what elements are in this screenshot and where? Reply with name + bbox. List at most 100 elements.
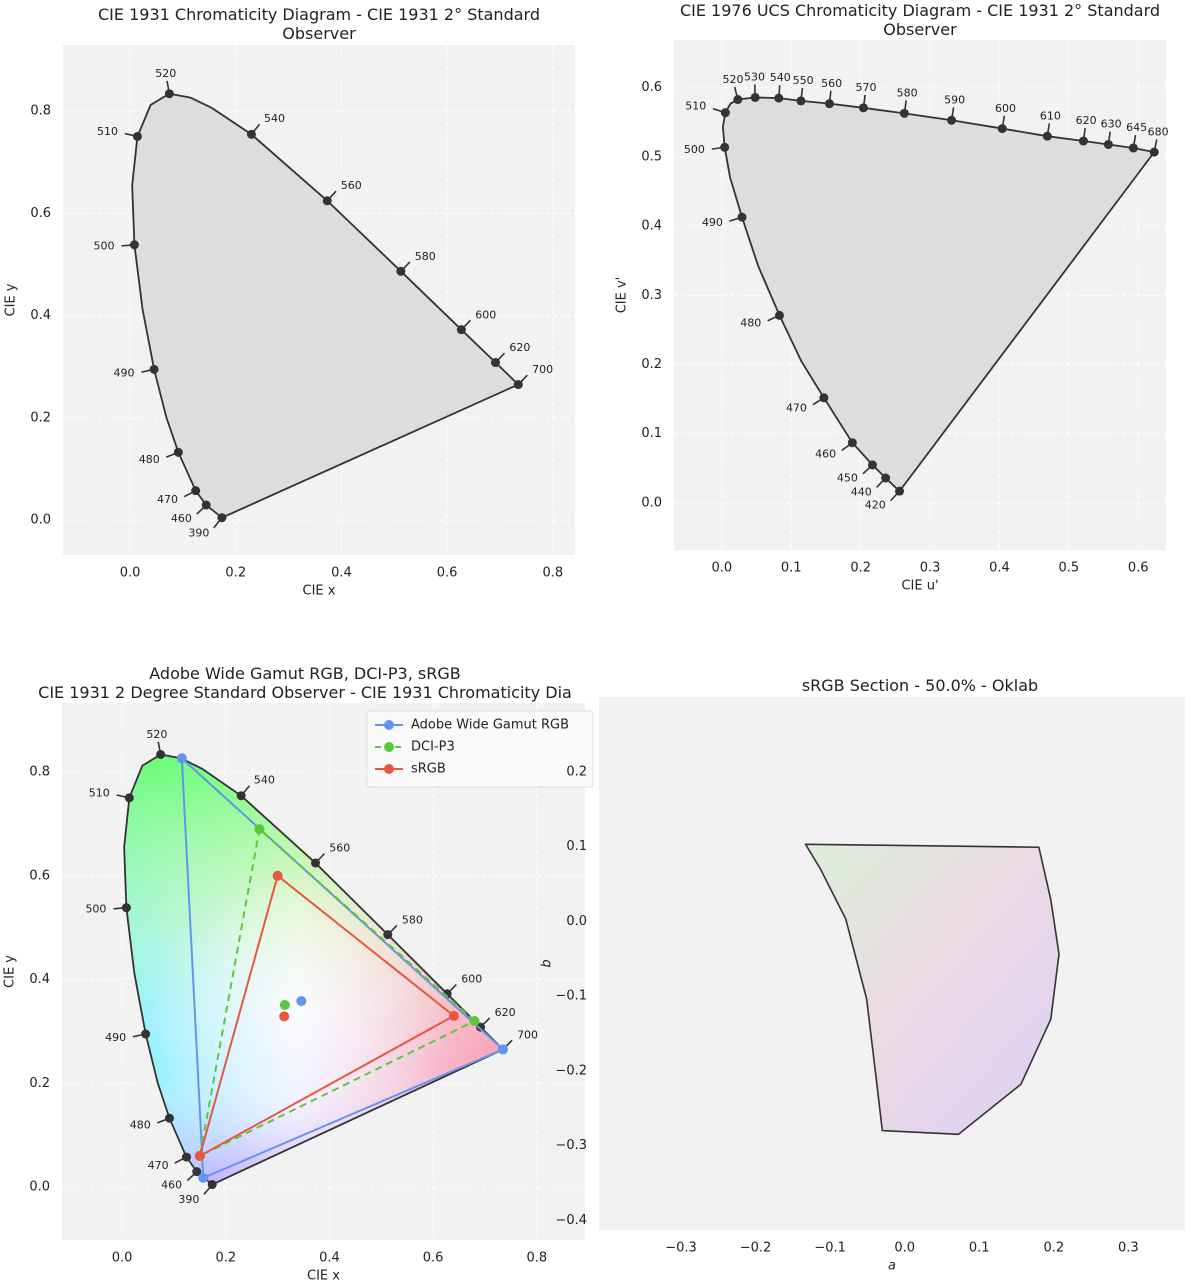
x-tick-label: 0.3 [1118,1241,1139,1256]
y-tick-label: 0.2 [29,1076,50,1091]
wavelength-marker [1128,143,1138,153]
y-tick-label: 0.3 [641,288,662,303]
primary-marker [194,1150,205,1161]
wavelength-label: 520 [155,67,176,80]
wavelength-label: 500 [94,239,115,252]
y-tick-label: 0.0 [566,914,587,929]
primary-marker [469,1016,480,1027]
wavelength-label: 520 [146,728,167,741]
wavelength-marker [124,793,134,803]
x-tick-label: 0.8 [526,1251,547,1266]
wavelength-label: 620 [509,341,530,354]
wavelength-label: 680 [1148,125,1169,138]
gamut-fill [722,97,1155,492]
wavelength-label: 390 [178,1193,199,1206]
x-tick-label: 0.0 [112,1251,133,1266]
wavelength-marker [796,96,806,106]
wavelength-marker [1078,136,1088,146]
wavelength-marker [997,124,1007,134]
y-tick-label: 0.2 [641,357,662,372]
wavelength-marker [1149,147,1159,157]
wavelength-marker [149,364,159,374]
gamut-triangle [198,827,477,1158]
x-axis-label: CIE x [307,1269,340,1284]
y-tick-label: 0.4 [29,972,50,987]
wavelength-label: 480 [740,317,761,330]
wavelength-label: 490 [114,367,135,380]
wavelength-marker [720,142,730,152]
wavelength-label: 550 [793,74,814,87]
wavelength-label: 700 [517,1028,538,1041]
wavelength-marker [156,749,166,759]
chart-title: CIE 1976 UCS Chromaticity Diagram - CIE … [679,1,1161,39]
x-tick-label: 0.6 [437,566,458,581]
wavelength-label: 560 [329,842,350,855]
chart-title: CIE 1931 Chromaticity Diagram - CIE 1931… [98,5,540,43]
y-tick-label: 0.6 [30,206,51,221]
x-tick-label: 0.0 [712,561,733,576]
wavelength-label: 540 [770,71,791,84]
x-tick-label: 0.1 [969,1241,990,1256]
primary-marker [176,753,187,764]
wavelength-label: 600 [461,973,482,986]
gamut-triangle [180,755,505,1180]
wavelength-marker [774,310,784,320]
wavelength-marker [895,486,905,496]
x-tick-label: 0.6 [1128,561,1149,576]
x-tick-label: 0.4 [331,566,352,581]
wavelength-label: 500 [684,143,705,156]
y-tick-label: 0.8 [29,765,50,780]
wavelength-label: 480 [130,1118,151,1131]
wavelength-marker [947,115,957,125]
spectral-locus [123,753,505,1186]
y-axis-label: CIE y [3,955,18,988]
x-tick-label: 0.2 [215,1251,236,1266]
wavelength-label: 520 [722,73,743,86]
wavelength-marker [164,1113,174,1123]
x-tick-label: 0.2 [225,566,246,581]
wavelength-label: 570 [856,81,877,94]
wavelength-marker [456,325,466,335]
x-tick-label: −0.2 [740,1241,772,1256]
wavelength-marker [383,930,393,940]
wavelength-label: 460 [161,1178,182,1191]
wavelength-label: 600 [995,102,1016,115]
whitepoint-marker [296,996,307,1007]
wavelength-label: 510 [89,787,110,800]
legend-marker [384,720,394,730]
x-tick-label: −0.3 [665,1241,697,1256]
wavelength-marker [311,858,321,868]
wavelength-label: 460 [815,447,836,460]
gamut-triangle [198,874,456,1158]
wavelength-marker [733,95,743,105]
x-tick-label: 0.4 [319,1251,340,1266]
wavelength-label: 500 [85,902,106,915]
wavelength-marker [858,103,868,113]
wavelength-marker [774,93,784,103]
x-tick-label: 0.2 [850,561,871,576]
x-tick-label: −0.1 [814,1241,846,1256]
y-tick-label: 0.4 [30,308,51,323]
wavelength-marker [236,791,246,801]
y-tick-label: −0.4 [555,1213,587,1228]
wavelength-marker [191,486,201,496]
y-tick-label: 0.0 [641,495,662,510]
wavelength-label: 490 [702,216,723,229]
wavelength-marker [867,460,877,470]
primary-marker [254,824,265,835]
wavelength-label: 480 [139,453,160,466]
wavelength-marker [1103,139,1113,149]
y-axis-label: CIE y [4,283,19,316]
wavelength-label: 530 [744,70,765,83]
wavelength-label: 470 [157,493,178,506]
y-tick-label: 0.2 [566,764,587,779]
wavelength-label: 420 [865,499,886,512]
gamut-fill [124,754,503,1185]
spectral-locus [131,92,520,519]
legend-label: Adobe Wide Gamut RGB [411,718,569,733]
wavelength-marker [737,212,747,222]
x-tick-label: 0.3 [920,561,941,576]
wavelength-label: 600 [475,308,496,321]
wavelength-marker [490,358,500,368]
